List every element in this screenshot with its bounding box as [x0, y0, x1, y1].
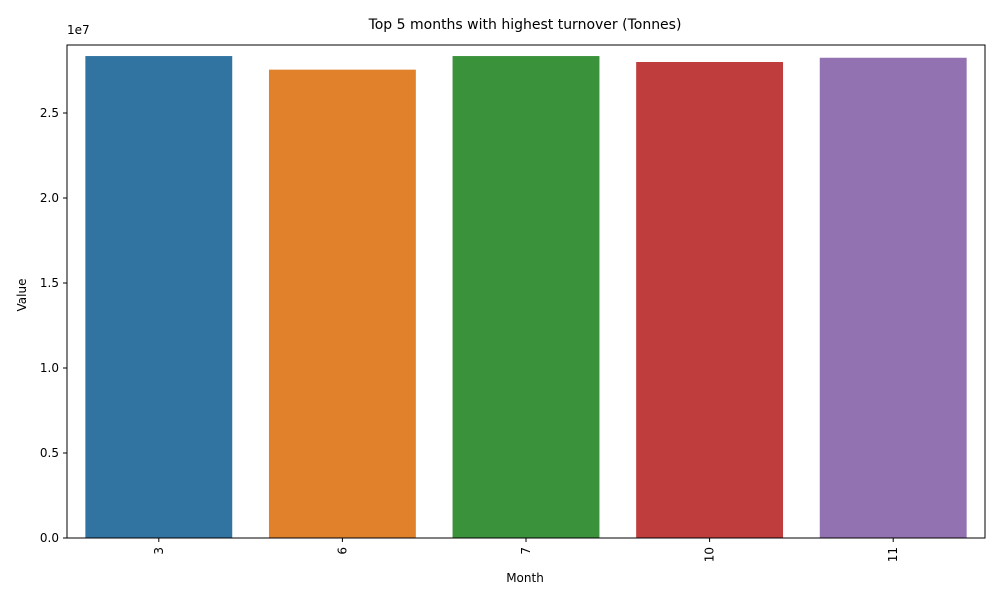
bar-month-7 [452, 56, 600, 539]
bar-month-6 [268, 69, 416, 539]
x-tick-label: 7 [519, 547, 533, 555]
bars-group [85, 56, 967, 539]
y-tick-label: 0.0 [40, 531, 59, 545]
y-tick-label: 1.5 [40, 276, 59, 290]
bar-month-10 [636, 62, 784, 538]
y-axis-label: Value [15, 279, 29, 312]
x-tick-label: 10 [703, 547, 717, 562]
y-tick-label: 2.0 [40, 191, 59, 205]
y-axis-offset-label: 1e7 [67, 23, 90, 37]
x-tick-label: 6 [335, 547, 349, 555]
y-tick-label: 1.0 [40, 361, 59, 375]
plot-frame [66, 44, 986, 539]
axes-frame [66, 44, 986, 539]
x-tick-label: 11 [886, 547, 900, 562]
y-tick-label: 2.5 [40, 106, 59, 120]
x-axis-ticks: 3 6 7 10 11 [152, 538, 900, 562]
chart-title: Top 5 months with highest turnover (Tonn… [368, 17, 682, 33]
x-tick-label: 3 [152, 547, 166, 555]
y-axis-ticks: 0.0 0.5 1.0 1.5 2.0 2.5 [40, 106, 67, 545]
bar-month-3 [85, 56, 233, 539]
x-axis-label: Month [506, 571, 544, 585]
bar-month-11 [819, 57, 967, 538]
y-tick-label: 0.5 [40, 446, 59, 460]
